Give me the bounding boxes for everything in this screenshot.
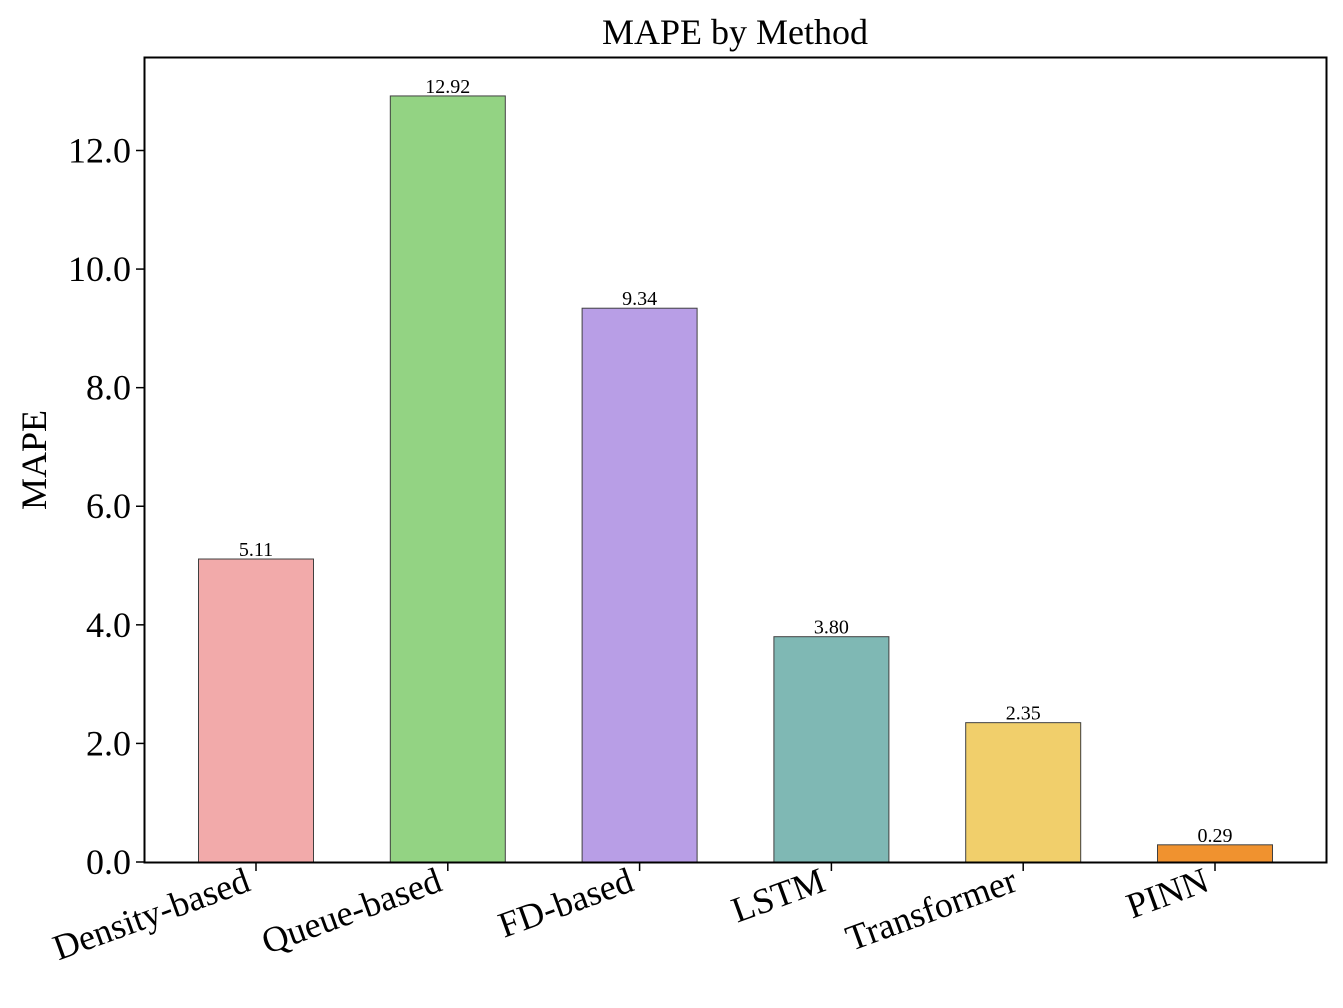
x-axis-ticks: Density-based Queue-based FD-based LSTM Tran… [48, 860, 1216, 968]
y-axis-label: MAPE [14, 410, 54, 510]
y-tick-label-4: 8.0 [86, 368, 131, 408]
bar-value-label-0: 5.11 [239, 539, 273, 561]
bar-1 [389, 95, 506, 863]
bar-value-label-4: 2.35 [1006, 703, 1041, 725]
plot-area-frame [143, 56, 1328, 864]
bar-value-label-5: 0.29 [1198, 825, 1233, 847]
x-tick-label-4: Transformer [840, 860, 1022, 959]
y-tick-label-0: 0.0 [86, 842, 131, 882]
x-tick-label-0: Density-based [48, 860, 255, 968]
x-tick-label-2: FD-based [493, 860, 638, 945]
x-tick-label-3: LSTM [726, 860, 830, 930]
bar-2 [581, 307, 698, 863]
bar-4 [965, 722, 1082, 863]
y-tick-label-1: 2.0 [86, 723, 131, 763]
x-tick-label-1: Queue-based [256, 860, 446, 962]
y-tick-label-5: 10.0 [68, 249, 131, 289]
x-tick-label-5: PINN [1121, 860, 1214, 926]
y-tick-label-2: 4.0 [86, 605, 131, 645]
y-tick-label-3: 6.0 [86, 486, 131, 526]
chart-title: MAPE by Method [602, 12, 868, 52]
y-tick-label-6: 12.0 [68, 130, 131, 170]
bar-value-label-3: 3.80 [814, 617, 849, 639]
bars-group [198, 95, 1273, 863]
y-axis-ticks: 0.0 2.0 4.0 6.0 8.0 10.0 12.0 [68, 130, 145, 882]
bar-3 [773, 636, 890, 863]
bar-0 [198, 558, 314, 863]
value-labels-group: 5.11 12.92 9.34 3.80 2.35 0.29 [239, 76, 1233, 847]
bar-value-label-1: 12.92 [425, 76, 470, 98]
bar-5 [1157, 844, 1273, 863]
bar-value-label-2: 9.34 [622, 288, 657, 310]
